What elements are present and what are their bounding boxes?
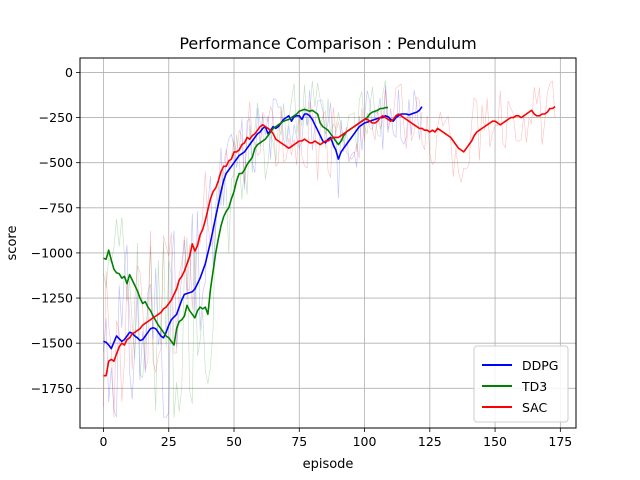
x-tick-label: 100 — [353, 434, 377, 449]
raw-score-traces — [103, 80, 556, 418]
legend-label-td3: TD3 — [521, 379, 547, 394]
y-tick-label: −1000 — [31, 245, 73, 260]
y-tick-label: −500 — [39, 155, 73, 170]
raw-trace-td3 — [103, 80, 389, 418]
y-tick-label: −750 — [39, 200, 73, 215]
legend: DDPG TD3 SAC — [473, 345, 569, 423]
chart-title: Performance Comparison : Pendulum — [179, 34, 476, 53]
x-tick-label: 75 — [291, 434, 307, 449]
series-lines — [103, 106, 556, 377]
raw-trace-ddpg — [103, 85, 423, 418]
series-line-sac — [103, 106, 556, 377]
plot-frame — [79, 57, 577, 429]
x-tick-label: 125 — [418, 434, 442, 449]
x-tick-label: 50 — [226, 434, 242, 449]
y-axis-label: score — [5, 226, 20, 261]
axis-ticks: 0 25 50 75 100 125 150 175 0 −250 −500 −750 −1000 −12… — [31, 65, 573, 449]
legend-label-ddpg: DDPG — [522, 358, 558, 373]
y-tick-label: −1500 — [31, 336, 73, 351]
y-tick-label: −250 — [39, 110, 73, 125]
x-tick-label: 25 — [161, 434, 177, 449]
y-tick-label: −1750 — [31, 381, 73, 396]
x-tick-label: 0 — [100, 434, 108, 449]
legend-label-sac: SAC — [522, 400, 547, 415]
series-line-td3 — [103, 106, 388, 346]
raw-trace-sac — [103, 80, 556, 418]
y-tick-label: −1250 — [31, 291, 73, 306]
grid-lines — [80, 58, 576, 428]
y-tick-label: 0 — [65, 65, 73, 80]
x-tick-label: 150 — [483, 434, 507, 449]
x-tick-label: 175 — [548, 434, 572, 449]
x-axis-label: episode — [303, 457, 354, 472]
